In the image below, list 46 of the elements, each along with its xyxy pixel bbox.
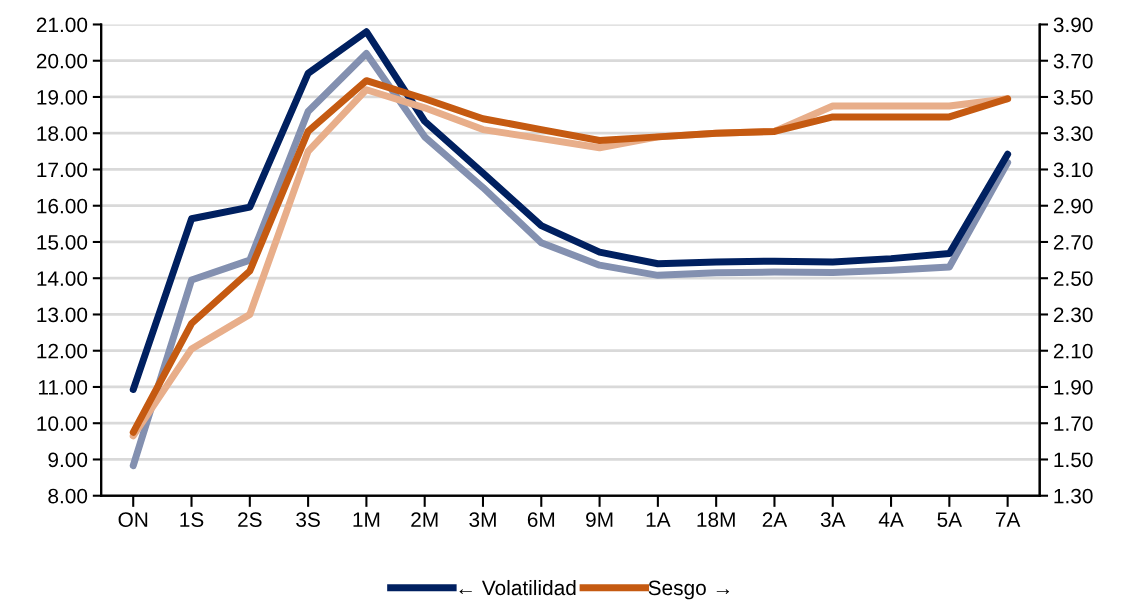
y-tick-label: 14.00 xyxy=(37,271,88,286)
y-tick-label: 9.00 xyxy=(48,452,88,468)
x-tick-label: 3M xyxy=(469,512,496,527)
x-tick-label: 6M xyxy=(527,512,555,527)
x-tick-label: 1S xyxy=(180,512,204,527)
y-tick-label: 16.00 xyxy=(37,198,88,214)
y2-tick-label: 1.30 xyxy=(1054,488,1093,504)
y2-tick-label: 3.30 xyxy=(1053,126,1093,141)
y2-tick-label: 3.90 xyxy=(1053,17,1093,33)
x-tick-label: ON xyxy=(118,512,148,527)
x-tick-label: 2M xyxy=(411,512,438,527)
y-tick-label: 15.00 xyxy=(37,234,88,250)
y-tick-label: 17.00 xyxy=(37,162,88,178)
x-tick-label: 3S xyxy=(296,512,320,527)
x-tick-label: 5A xyxy=(937,512,963,527)
x-tick-label: 2A xyxy=(762,512,788,527)
y2-tick-label: 3.10 xyxy=(1053,162,1093,178)
x-tick-label: 7A xyxy=(995,512,1021,527)
y-tick-label: 11.00 xyxy=(38,379,88,395)
y2-tick-label: 1.50 xyxy=(1054,452,1093,468)
x-tick-label: 18M xyxy=(697,512,735,527)
y2-tick-label: 2.90 xyxy=(1053,198,1093,214)
y-tick-label: 10.00 xyxy=(37,416,88,431)
y-tick-label: 8.00 xyxy=(48,488,88,504)
x-tick-label: 3A xyxy=(820,512,846,527)
y2-tick-label: 2.30 xyxy=(1053,307,1093,323)
legend-label: ← Volatilidad xyxy=(459,579,576,596)
y-tick-label: 21.00 xyxy=(36,17,88,33)
y-tick-label: 19.00 xyxy=(37,89,88,105)
y2-tick-label: 3.50 xyxy=(1053,89,1093,105)
y2-tick-label: 2.70 xyxy=(1053,234,1093,250)
y2-tick-label: 1.90 xyxy=(1054,379,1093,395)
y2-tick-label: 1.70 xyxy=(1054,416,1093,431)
x-tick-label: 2S xyxy=(238,512,262,527)
x-tick-label: 9M xyxy=(586,512,613,527)
y-tick-label: 18.00 xyxy=(37,126,88,141)
y2-tick-label: 2.10 xyxy=(1053,343,1093,359)
x-tick-label: 1A xyxy=(646,512,671,527)
y-tick-label: 13.00 xyxy=(37,307,88,323)
y2-tick-label: 3.70 xyxy=(1053,53,1093,69)
legend-label: Sesgo → xyxy=(648,580,730,600)
x-tick-label: 4A xyxy=(878,512,904,527)
x-tick-label: 1M xyxy=(353,512,380,527)
y-tick-label: 20.00 xyxy=(36,53,88,69)
y2-tick-label: 2.50 xyxy=(1053,271,1093,286)
y-tick-label: 12.00 xyxy=(37,343,88,359)
